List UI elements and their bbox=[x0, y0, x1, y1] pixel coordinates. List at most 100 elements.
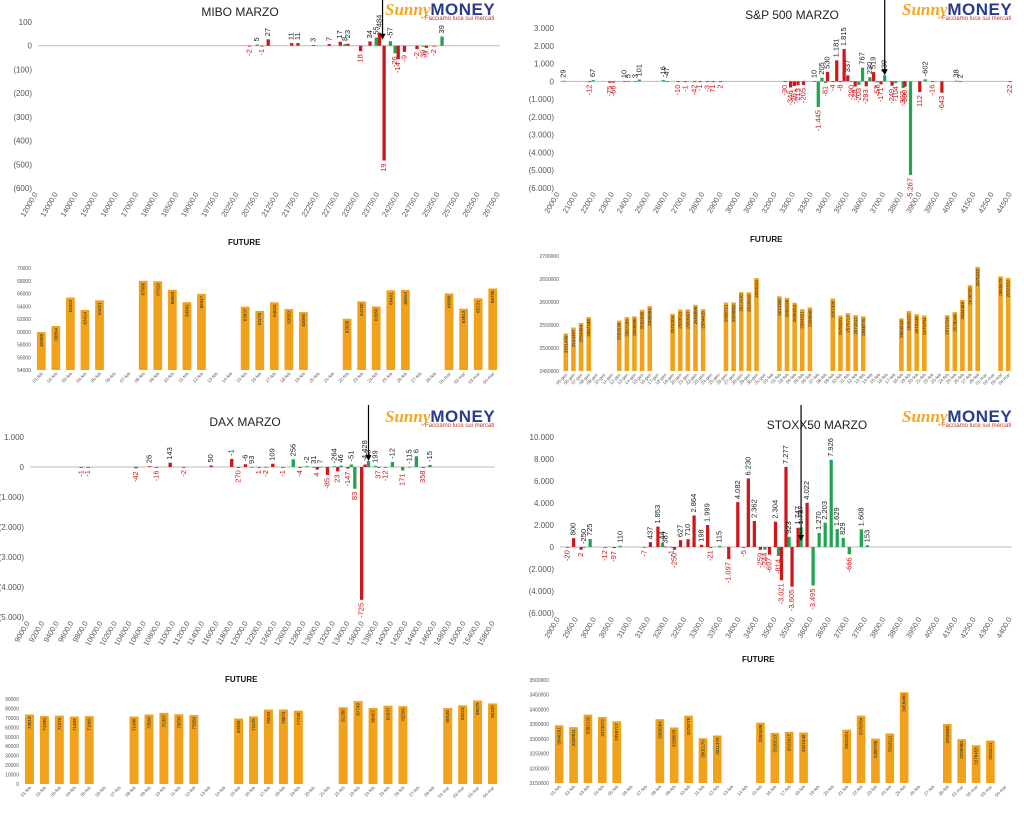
x-tick-label: 05-feb bbox=[79, 785, 92, 798]
bar bbox=[263, 709, 273, 784]
data-label: 72376 bbox=[57, 717, 62, 730]
x-tick-label: 4150,0 bbox=[940, 616, 959, 640]
bar bbox=[80, 309, 90, 370]
bar bbox=[952, 312, 958, 371]
data-label: 171 bbox=[398, 473, 407, 486]
data-label: 71459 bbox=[72, 718, 77, 731]
x-tick-label: 02-feb bbox=[46, 371, 59, 384]
data-label: 205 bbox=[817, 62, 826, 75]
bar bbox=[428, 464, 432, 467]
bar bbox=[407, 466, 412, 468]
data-label: 65231 bbox=[476, 300, 481, 313]
bar bbox=[918, 81, 922, 93]
bar bbox=[1008, 81, 1012, 83]
bar bbox=[168, 462, 172, 467]
bar bbox=[588, 539, 592, 547]
bar bbox=[578, 322, 584, 371]
y-tick-label: (4.000) bbox=[0, 583, 24, 592]
data-label: 3298980 bbox=[959, 741, 964, 759]
x-tick-label: 3750,0 bbox=[850, 616, 869, 640]
y-tick-label: 56000 bbox=[17, 355, 31, 361]
y-tick-label: (2.000) bbox=[529, 565, 555, 574]
bar bbox=[368, 708, 378, 784]
y-tick-label: 10000 bbox=[5, 773, 19, 779]
bar bbox=[473, 700, 483, 784]
x-tick-label: 3300,0 bbox=[687, 616, 706, 640]
bar bbox=[899, 318, 904, 371]
x-tick-label: 2100,0 bbox=[561, 191, 580, 215]
data-label: 63937 bbox=[243, 308, 248, 321]
data-label: 81286 bbox=[341, 709, 346, 722]
bar bbox=[571, 538, 576, 547]
data-label: -21 bbox=[706, 550, 715, 561]
bar bbox=[713, 735, 722, 783]
x-tick-label: 3800,0 bbox=[886, 191, 905, 215]
bar bbox=[684, 715, 693, 783]
data-label: 2584418 bbox=[701, 311, 706, 329]
data-label: 3311470 bbox=[715, 737, 720, 755]
bar bbox=[230, 458, 234, 467]
bar bbox=[817, 533, 821, 547]
data-label: 3 bbox=[631, 74, 640, 78]
bar bbox=[234, 718, 244, 784]
x-tick-label: 3500,0 bbox=[832, 191, 851, 215]
y-tick-label: 0 bbox=[20, 463, 25, 472]
data-label: 3320213 bbox=[772, 734, 777, 752]
bar bbox=[776, 547, 781, 556]
data-label: 64758 bbox=[359, 303, 364, 316]
x-tick-label: 15000,0 bbox=[79, 191, 100, 219]
x-tick-label: 14-feb bbox=[736, 784, 749, 797]
data-label: -2 bbox=[179, 470, 188, 477]
x-tick-label: 01-mar bbox=[951, 784, 965, 798]
x-tick-label: 25750,0 bbox=[440, 191, 461, 219]
data-label: 199 bbox=[370, 450, 379, 463]
bar bbox=[922, 315, 927, 371]
data-label: 64921 bbox=[97, 302, 102, 315]
y-tick-label: 70000 bbox=[17, 266, 31, 272]
data-label: -1 bbox=[278, 470, 287, 477]
data-label: 437 bbox=[645, 527, 654, 540]
y-tick-label: 2500000 bbox=[540, 346, 560, 352]
x-tick-label: 11-feb bbox=[169, 785, 182, 798]
future-chart-sp500: 2700000 2650000 2600000 2550000 2500000 24500… bbox=[540, 254, 1012, 386]
bar bbox=[444, 293, 454, 370]
bar bbox=[706, 525, 710, 547]
bar bbox=[622, 81, 627, 82]
x-tick-label: 17000,0 bbox=[119, 191, 140, 219]
bar bbox=[618, 545, 622, 547]
x-tick-label: 10-feb bbox=[154, 785, 167, 798]
x-tick-label: 20-feb bbox=[822, 784, 835, 797]
y-tick-label: 20000 bbox=[5, 763, 19, 769]
y-tick-label: 54000 bbox=[17, 368, 31, 374]
x-tick-label: 3600,0 bbox=[796, 616, 815, 640]
x-tick-label: 3000,0 bbox=[723, 191, 742, 215]
x-tick-label: 22250,0 bbox=[300, 191, 321, 219]
x-tick-label: 3650,0 bbox=[814, 616, 833, 640]
bar bbox=[860, 316, 866, 371]
data-label: 63959 bbox=[374, 308, 379, 321]
bar bbox=[787, 536, 791, 547]
bar bbox=[663, 546, 668, 548]
data-label: 7.277 bbox=[781, 445, 790, 464]
y-tick-label: 4.000 bbox=[534, 499, 555, 508]
bar bbox=[906, 311, 912, 371]
bar bbox=[366, 461, 371, 467]
bar bbox=[318, 466, 323, 468]
data-label: -814 bbox=[773, 559, 782, 574]
data-label: 2607395 bbox=[830, 300, 835, 318]
data-label: 519 bbox=[869, 57, 878, 70]
data-label: 4.082 bbox=[733, 480, 742, 499]
y-tick-label: (5.000) bbox=[0, 613, 24, 622]
bar bbox=[571, 327, 576, 371]
data-label: -1 bbox=[76, 470, 85, 477]
x-tick-label: 21-feb bbox=[837, 784, 850, 797]
chart-title: MIBO MARZO bbox=[201, 5, 279, 19]
x-tick-label: 2950,0 bbox=[561, 616, 580, 640]
bar bbox=[825, 71, 830, 82]
data-label: 6.230 bbox=[743, 457, 752, 476]
bar bbox=[693, 81, 697, 83]
data-label: -4.428 bbox=[360, 440, 369, 461]
y-tick-label: (300) bbox=[13, 113, 32, 122]
bar bbox=[665, 81, 669, 83]
bar bbox=[339, 465, 343, 467]
